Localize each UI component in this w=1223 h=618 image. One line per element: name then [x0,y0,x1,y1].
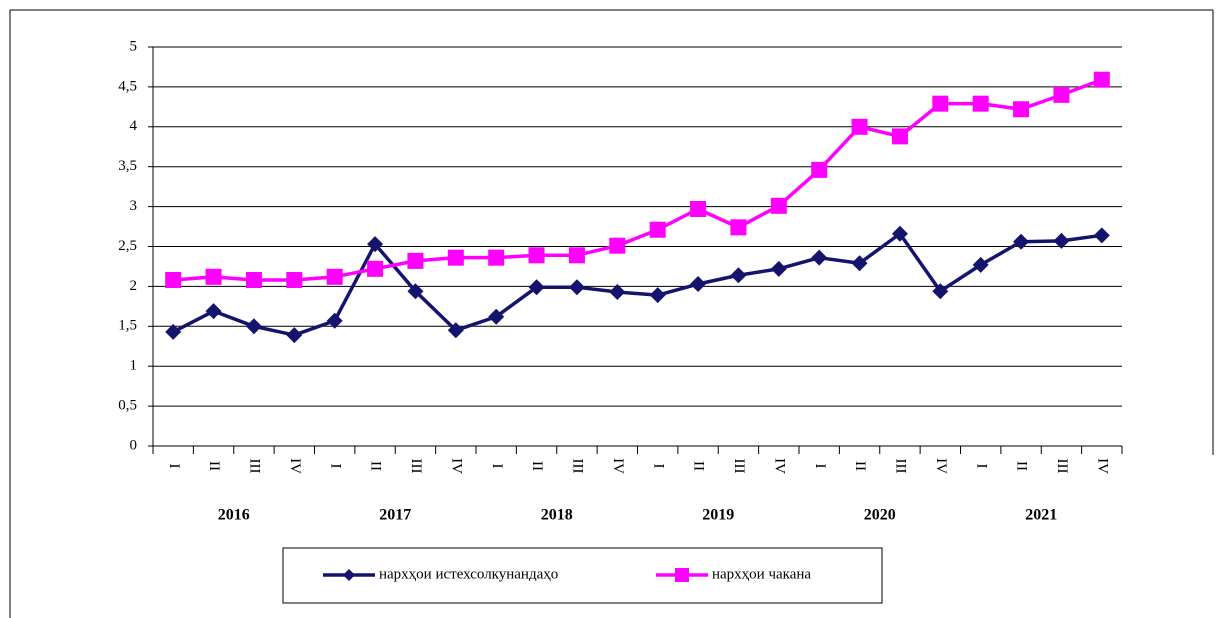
marker-diamond [205,303,222,320]
marker-square [932,95,949,112]
x-tick-label: IV [933,458,949,474]
marker-diamond [649,287,666,304]
marker-diamond [1093,227,1110,244]
marker-diamond [690,276,707,293]
x-tick-label: IV [1094,458,1110,474]
marker-diamond [1013,233,1030,250]
marker-diamond [932,283,949,300]
x-tick-label: IV [771,458,787,474]
marker-diamond [286,327,303,344]
x-tick-label: I [489,464,505,469]
marker-square [367,260,384,277]
x-tick-label: IV [448,458,464,474]
series-line [172,231,1103,337]
x-tick-label: IV [610,458,626,474]
marker-square [972,95,989,112]
legend-label: нархҳои истехсолкунандаҳо [379,566,558,582]
marker-square [528,247,545,264]
marker-diamond [770,260,787,277]
year-label: 2017 [379,507,411,524]
marker-square [851,118,868,135]
marker-diamond [851,255,868,272]
legend-marker [675,568,689,582]
legend-box [282,547,883,604]
marker-square [447,249,464,266]
year-label: 2018 [541,507,573,524]
marker-square [245,272,262,289]
marker-diamond [367,236,384,253]
marker-square [568,247,585,264]
year-label: 2016 [218,507,250,524]
y-tick-label: 4,5 [118,78,137,94]
x-tick-label: III [247,459,263,474]
x-tick-label: I [327,464,343,469]
marker-diamond [811,249,828,266]
x-tick-label: II [529,461,545,471]
marker-diamond [245,318,262,335]
series-line [173,78,1103,282]
year-label: 2021 [1025,507,1057,524]
y-tick-label: 0,5 [118,398,137,414]
marker-square [165,272,182,289]
marker-diamond [730,267,747,284]
x-tick-label: I [166,464,182,469]
y-tick-label: 3,5 [118,158,137,174]
y-tick-label: 3 [130,198,138,214]
marker-square [730,219,747,236]
x-tick-label: II [852,461,868,471]
marker-diamond [407,283,424,300]
y-tick-label: 1 [130,358,138,374]
y-tick-label: 0 [130,437,138,453]
x-tick-label: III [731,459,747,474]
marker-square [488,249,505,266]
marker-diamond [528,279,545,296]
marker-square [205,268,222,285]
marker-square [326,268,343,285]
y-tick-label: 2 [130,278,138,294]
marker-square [649,221,666,238]
marker-square [770,197,787,214]
x-tick-label: II [691,461,707,471]
x-tick-label: III [408,459,424,474]
marker-diamond [165,323,182,340]
marker-diamond [972,256,989,273]
x-tick-label: IV [287,458,303,474]
marker-square [690,200,707,217]
y-tick-label: 5 [130,38,138,54]
x-tick-label: I [650,464,666,469]
marker-square [1053,86,1070,103]
marker-diamond [488,308,505,325]
x-tick-label: II [368,461,384,471]
marker-square [811,161,828,178]
year-label: 2019 [702,507,734,524]
legend-marker [343,569,355,581]
x-tick-label: II [206,461,222,471]
marker-diamond [326,312,343,329]
marker-square [609,237,626,254]
x-tick-label: I [812,464,828,469]
x-tick-label: III [1054,459,1070,474]
marker-square [407,252,424,269]
marker-diamond [609,283,626,300]
y-tick-label: 1,5 [118,318,137,334]
marker-diamond [891,225,908,242]
y-tick-label: 2,5 [118,238,137,254]
x-tick-label: III [570,459,586,474]
x-tick-label: III [893,459,909,474]
year-label: 2020 [864,507,896,524]
marker-square [891,128,908,145]
marker-diamond [1053,232,1070,249]
y-tick-label: 4 [130,118,138,134]
legend-label: нархҳои чакана [712,566,811,582]
x-tick-label: I [973,464,989,469]
x-tick-label: II [1014,461,1030,471]
marker-square [1093,71,1110,88]
marker-square [1013,101,1030,118]
marker-diamond [568,279,585,296]
marker-square [286,272,303,289]
marker-diamond [447,322,464,339]
